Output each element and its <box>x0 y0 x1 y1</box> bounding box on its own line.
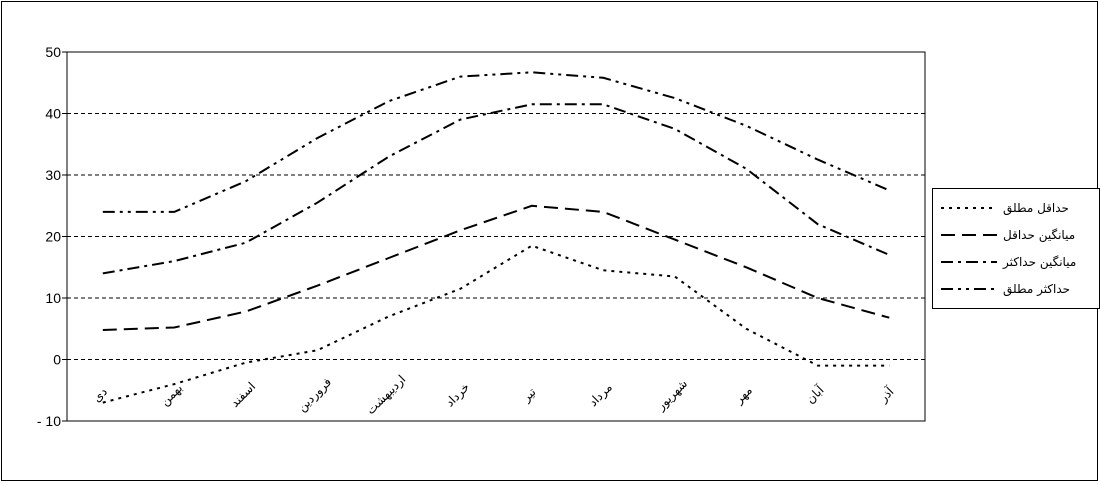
x-category-label: دی <box>90 385 110 405</box>
legend-label: میانگین حداکثر <box>1003 255 1077 269</box>
x-category-label: آبان <box>802 382 827 407</box>
legend-swatch <box>941 234 997 236</box>
legend-swatch <box>941 261 997 263</box>
x-category-label: اردیبهشت <box>363 372 409 418</box>
y-tick-label: 20 <box>45 229 61 245</box>
x-category-label: آذر <box>875 383 898 406</box>
x-category-label: مهر <box>731 383 755 407</box>
y-tick-label: 0 <box>53 352 61 368</box>
x-category-label: اسفند <box>228 379 259 410</box>
series-line-3 <box>102 103 890 275</box>
legend-item: حداکثر مطلق <box>939 279 1095 299</box>
y-tick-label: 40 <box>45 106 61 122</box>
legend-label: حداکثر مطلق <box>1003 282 1071 296</box>
legend-item: حداقل مطلق <box>939 198 1095 218</box>
legend-swatch <box>941 288 997 290</box>
x-category-label: فروردین <box>295 375 335 415</box>
series-line-1 <box>102 244 890 404</box>
legend: حداقل مطلق میانگین حداقل میانگین حداکثر حدا… <box>932 188 1100 309</box>
y-tick-label: 50 <box>45 44 61 60</box>
legend-label: حداقل مطلق <box>1003 201 1069 215</box>
y-tick-label: 10 <box>45 290 61 306</box>
y-tick-label: 30 <box>45 167 61 183</box>
x-category-label: شهریور <box>653 376 691 414</box>
legend-item: میانگین حداکثر <box>939 252 1095 272</box>
y-tick-label: - 10 <box>37 413 61 429</box>
series-line-2 <box>102 204 890 331</box>
legend-item: میانگین حداقل <box>939 225 1095 245</box>
x-category-label: مرداد <box>586 380 616 410</box>
series-line-4 <box>102 71 890 213</box>
legend-swatch <box>941 207 997 209</box>
legend-label: میانگین حداقل <box>1003 228 1076 242</box>
x-category-label: خرداد <box>443 380 473 410</box>
x-category-label: تیر <box>518 385 539 406</box>
x-category-label: بهمن <box>158 381 186 409</box>
